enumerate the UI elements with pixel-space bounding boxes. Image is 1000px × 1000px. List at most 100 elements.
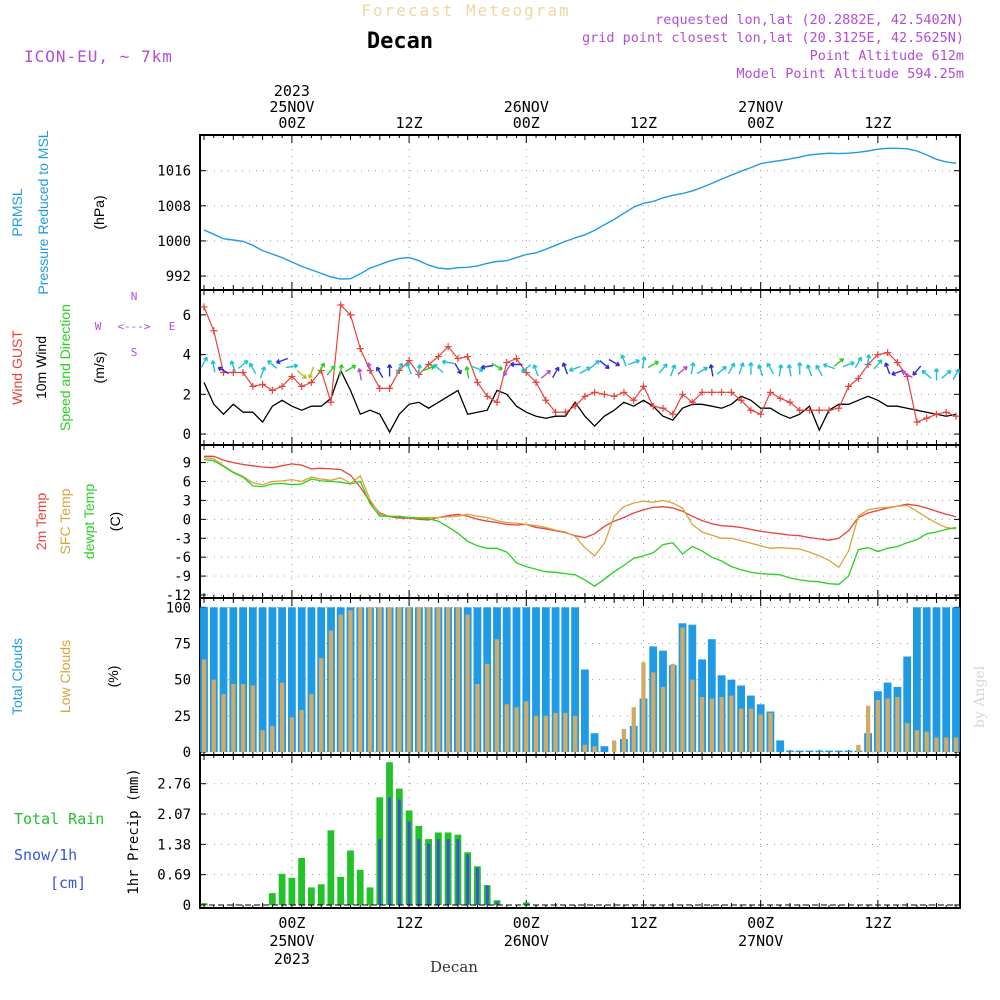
y-tick-label: 25: [174, 709, 191, 725]
compass-east: E: [169, 320, 176, 333]
dewpt-line: [203, 458, 957, 587]
low-cloud-bar: [729, 695, 734, 752]
low-cloud-bar: [260, 730, 265, 752]
total-cloud-bar: [239, 607, 247, 752]
wind-arrow: [561, 362, 569, 375]
rain-bar: [522, 902, 530, 905]
wind-arrow: [599, 360, 610, 370]
low-cloud-bar: [514, 707, 519, 752]
wind-arrow: [748, 362, 754, 375]
y-tick-label: 1016: [157, 164, 191, 180]
y-tick-label: 2.76: [157, 777, 191, 793]
low-cloud-bar: [660, 686, 666, 752]
low-cloud-bar: [270, 726, 275, 752]
gust-marker: [639, 382, 647, 390]
gust-marker: [249, 382, 257, 390]
gust-marker: [610, 392, 618, 400]
panel-label: (hPa): [91, 195, 107, 229]
y-tick-label: 6: [183, 308, 191, 324]
wind-arrow: [806, 364, 813, 377]
wind-arrow: [454, 362, 462, 375]
low-cloud-bar: [250, 685, 255, 752]
rain-bar: [200, 903, 208, 905]
wind-arrow: [480, 364, 494, 370]
rain-bar: [288, 877, 296, 905]
grid-point-coords: grid point closest lon,lat (20.3125E, 42…: [582, 30, 964, 46]
low-cloud-bar: [690, 679, 695, 752]
panel-label: (C): [107, 512, 123, 531]
y-tick-label: 3: [183, 493, 191, 509]
low-cloud-bar: [573, 715, 578, 752]
gust-marker: [327, 398, 335, 406]
rain-bar: [356, 869, 364, 905]
rain-bar: [268, 893, 276, 905]
wind-arrow: [786, 364, 793, 377]
total-cloud-bar: [776, 740, 785, 752]
panel-label: Total Clouds: [9, 638, 25, 715]
wind-arrow: [317, 362, 325, 375]
gust-marker: [786, 398, 794, 406]
panel-frame: [199, 289, 961, 446]
low-cloud-bar: [748, 708, 754, 752]
wind-arrow: [510, 361, 523, 368]
wind-arrow: [833, 358, 845, 367]
gust-marker: [913, 418, 921, 426]
panel-label: 1hr Precip (mm): [126, 768, 142, 894]
gust-marker: [298, 382, 306, 390]
footer-location: Decan: [430, 958, 478, 976]
rain-bar: [366, 887, 374, 905]
wind-arrow: [568, 365, 582, 373]
time-label-bottom: 12Z: [396, 914, 423, 932]
low-cloud-bar: [739, 708, 744, 752]
product-title: Forecast Meteogram: [361, 1, 570, 20]
y-tick-label: 100: [166, 600, 191, 616]
gust-marker: [591, 388, 599, 396]
total-cloud-bar: [561, 607, 570, 752]
low-cloud-bar: [358, 607, 363, 752]
wind-arrow: [912, 365, 922, 376]
gust-marker: [932, 410, 940, 418]
time-label-top: 00Z: [747, 114, 774, 132]
gust-marker: [503, 359, 511, 367]
wind-arrow: [891, 369, 904, 376]
time-label-bottom: 26NOV: [504, 932, 549, 950]
wind-arrow: [275, 357, 289, 365]
gust-marker: [210, 327, 218, 335]
wind-arrow: [551, 366, 560, 379]
y-tick-label: -6: [174, 550, 191, 566]
wind-arrow: [579, 366, 591, 375]
total-cloud-bar: [502, 607, 511, 752]
wind-arrow: [952, 368, 960, 381]
low-cloud-bar: [475, 684, 480, 752]
wind-arrow: [708, 364, 714, 377]
panel-4: 0 0.69 1.38 2.07 2.76: [157, 754, 961, 914]
gust-marker: [737, 396, 745, 404]
gust-marker: [425, 361, 433, 369]
wind-arrow: [941, 369, 952, 379]
total-cloud-bar: [297, 607, 306, 752]
low-cloud-bar: [543, 715, 548, 752]
time-label-top: 25NOV: [269, 98, 314, 116]
low-cloud-bar: [709, 698, 714, 752]
low-cloud-bar: [856, 744, 861, 752]
wind-arrow: [670, 364, 677, 377]
wind-arrow: [433, 363, 444, 373]
watermark: by Angel: [972, 665, 988, 728]
panel-frame: [199, 754, 961, 909]
total-cloud-bar: [913, 607, 921, 752]
gust-marker: [942, 408, 950, 416]
wind-arrow: [901, 370, 913, 379]
total-cloud-bar: [600, 746, 609, 752]
total-cloud-bar: [581, 669, 589, 752]
total-cloud-bar: [248, 607, 257, 752]
wind-arrow: [608, 358, 621, 367]
low-cloud-bar: [446, 607, 451, 752]
wind-arrow: [677, 365, 688, 375]
gust-marker: [600, 390, 608, 398]
low-cloud-bar: [494, 639, 500, 752]
wind-arrow: [933, 368, 940, 381]
panel-frame: [199, 444, 961, 599]
time-label-top: 00Z: [513, 114, 540, 132]
total-cloud-bar: [551, 607, 560, 752]
